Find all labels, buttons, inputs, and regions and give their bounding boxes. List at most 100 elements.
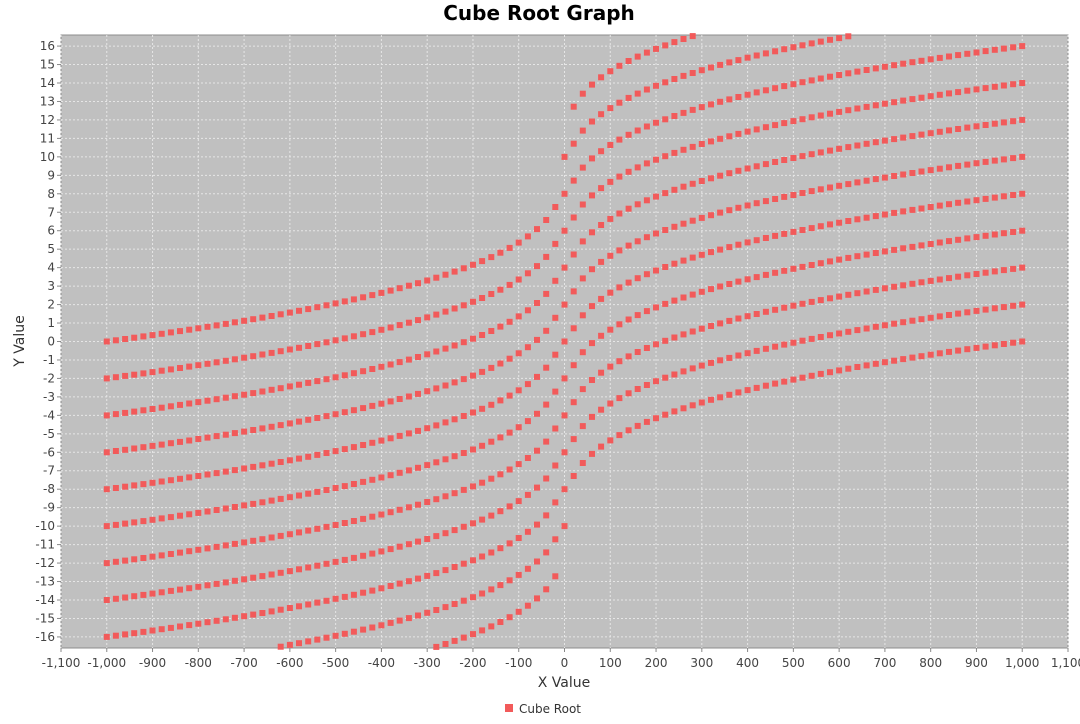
data-point	[405, 319, 412, 326]
data-point	[616, 395, 623, 402]
data-point	[1019, 80, 1026, 86]
data-point	[286, 605, 293, 611]
data-point	[762, 308, 769, 315]
data-point	[671, 149, 678, 156]
data-point	[973, 197, 980, 204]
y-tick-label: -12	[35, 556, 55, 570]
data-point	[405, 541, 412, 548]
data-point	[589, 413, 595, 420]
data-point	[708, 396, 714, 403]
data-point	[442, 604, 449, 611]
data-point	[799, 300, 806, 307]
data-point	[543, 217, 550, 223]
data-point	[103, 633, 110, 640]
data-point	[726, 133, 733, 140]
data-point	[946, 90, 952, 97]
data-point	[598, 148, 605, 155]
data-point	[827, 295, 833, 302]
data-point	[497, 286, 504, 293]
data-point	[479, 553, 486, 560]
data-point	[607, 400, 614, 407]
y-tick-label: 4	[47, 261, 55, 275]
data-point	[369, 329, 376, 336]
data-point	[543, 438, 550, 445]
data-point	[790, 155, 797, 161]
data-point	[268, 534, 275, 541]
data-point	[616, 284, 623, 291]
data-point	[625, 279, 632, 286]
data-point	[845, 144, 852, 151]
data-point	[515, 239, 522, 246]
data-point	[570, 288, 577, 295]
data-point	[460, 265, 467, 272]
data-point	[112, 411, 119, 418]
data-point	[726, 391, 733, 398]
data-point	[350, 370, 357, 377]
data-point	[460, 523, 467, 530]
data-point	[186, 400, 193, 407]
data-point	[726, 354, 733, 361]
data-point	[378, 289, 385, 296]
data-point	[671, 39, 678, 46]
data-point	[653, 267, 659, 274]
data-point	[131, 556, 138, 563]
data-point	[286, 457, 293, 464]
data-point	[955, 162, 962, 169]
data-point	[415, 317, 421, 324]
data-point	[341, 298, 348, 305]
data-point	[1010, 265, 1017, 272]
data-point	[1000, 230, 1007, 237]
data-point	[415, 427, 421, 434]
data-point	[918, 242, 925, 249]
data-point	[991, 231, 998, 238]
data-point	[946, 275, 952, 282]
data-point	[927, 130, 934, 137]
x-tick-label: -500	[322, 656, 349, 670]
y-tick-label: -11	[35, 538, 55, 552]
data-point	[698, 178, 705, 184]
data-point	[891, 357, 898, 364]
data-point	[872, 286, 879, 293]
data-point	[708, 249, 714, 256]
data-point	[625, 94, 632, 101]
data-point	[955, 89, 962, 96]
data-point	[753, 237, 760, 244]
data-point	[881, 211, 888, 218]
data-point	[598, 332, 605, 339]
data-point	[177, 365, 183, 371]
y-tick-label: -2	[43, 371, 55, 385]
data-point	[231, 393, 238, 400]
data-point	[259, 351, 266, 358]
x-tick-label: 1,100	[1051, 656, 1080, 670]
x-axis-title: X Value	[538, 675, 591, 691]
data-point	[744, 54, 751, 61]
data-point	[332, 485, 339, 491]
data-point	[991, 342, 998, 349]
data-point	[250, 574, 257, 581]
data-point	[378, 622, 385, 629]
data-point	[442, 530, 449, 537]
data-point	[671, 297, 678, 304]
data-point	[314, 304, 321, 311]
data-point	[762, 198, 769, 205]
data-point	[607, 142, 614, 148]
data-point	[460, 560, 467, 567]
data-point	[936, 54, 943, 61]
data-point	[177, 328, 183, 335]
data-point	[817, 370, 824, 377]
data-point	[946, 312, 952, 318]
data-point	[140, 628, 147, 635]
data-point	[543, 364, 550, 371]
data-point	[845, 365, 852, 372]
data-point	[1010, 155, 1017, 162]
data-point	[470, 372, 476, 379]
data-point	[616, 210, 623, 217]
data-point	[680, 146, 687, 153]
data-point	[231, 319, 238, 326]
data-point	[708, 101, 714, 108]
data-point	[872, 213, 879, 220]
data-point	[909, 170, 916, 176]
data-point	[790, 302, 797, 309]
data-point	[415, 612, 421, 619]
data-point	[177, 401, 183, 408]
